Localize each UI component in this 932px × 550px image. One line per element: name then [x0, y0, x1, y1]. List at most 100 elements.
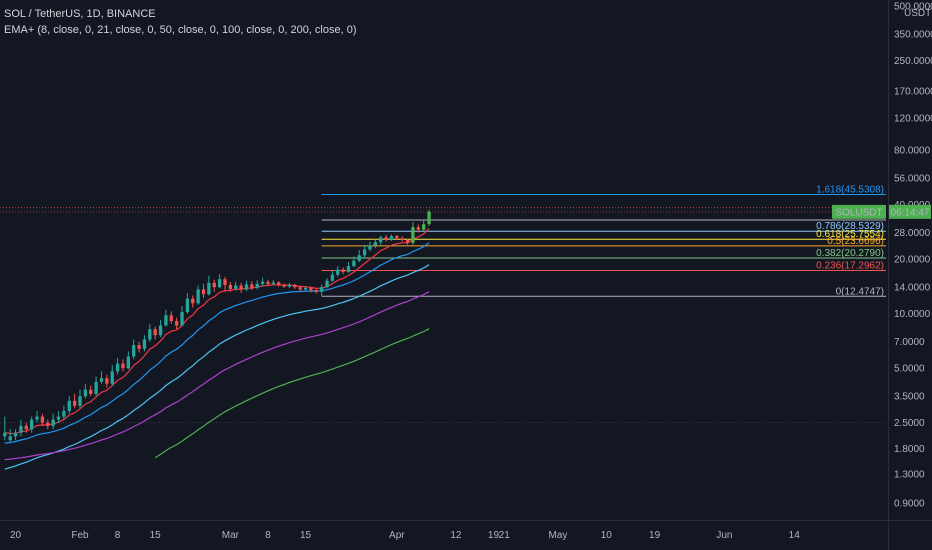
candle-body	[271, 282, 275, 284]
symbol-label: SOLUSDT	[835, 207, 882, 218]
fib-level-label: 0.618(25.7554)	[816, 229, 884, 240]
candle-body	[24, 425, 28, 430]
candle-body	[89, 389, 93, 394]
y-tick-label: 250.0000	[894, 56, 932, 67]
candle-body	[287, 284, 292, 287]
y-tick-label: 500.0000	[894, 2, 932, 13]
y-tick-label: 28.0000	[894, 228, 931, 239]
y-unit-label: USDT	[904, 8, 931, 19]
candle-body	[212, 282, 216, 288]
candle-body	[132, 345, 136, 357]
candle-body	[416, 227, 420, 230]
y-tick-label: 56.0000	[894, 174, 931, 185]
candle-body	[422, 224, 426, 230]
candle-body	[174, 321, 179, 326]
candle-body	[105, 378, 109, 384]
price-axis-tag	[889, 204, 931, 219]
ema200-line	[154, 328, 430, 459]
x-tick-label: 14	[789, 530, 801, 541]
ema21-line	[4, 242, 430, 444]
candle-body	[325, 280, 329, 288]
x-tick-label: Mar	[222, 530, 240, 541]
candle-body	[379, 237, 383, 243]
candle-body	[94, 381, 98, 394]
x-tick-label: 12	[450, 530, 462, 541]
candle-body	[314, 290, 318, 292]
x-tick-label: Feb	[71, 530, 89, 541]
candle-body	[207, 282, 211, 295]
candle-body	[180, 312, 184, 326]
candle-body	[217, 279, 222, 288]
candle-body	[400, 238, 404, 240]
candle-body	[223, 279, 227, 285]
candle-body	[336, 269, 340, 275]
y-tick-label: 170.0000	[894, 86, 932, 97]
price-axis-panel	[888, 0, 932, 550]
candle-body	[30, 419, 34, 430]
y-tick-label: 350.0000	[894, 30, 932, 41]
symbol-price-tag	[832, 204, 886, 219]
candle-body	[395, 236, 399, 239]
candle-body	[277, 282, 281, 285]
candle-body	[405, 239, 410, 243]
y-tick-label: 3.5000	[894, 392, 925, 403]
candle-body	[384, 237, 388, 240]
candle-body	[115, 363, 120, 372]
candle-body	[137, 345, 141, 349]
candle-body	[346, 266, 351, 272]
y-tick-label: 80.0000	[894, 146, 931, 157]
fib-level-label: 0.5(23.6696)	[827, 236, 884, 247]
candle-body	[164, 315, 168, 326]
fib-level-label: 0.382(20.2790)	[816, 248, 884, 259]
candle-body	[99, 378, 104, 382]
fib-level-label: 0(12.4747)	[836, 286, 884, 297]
candle-body	[67, 400, 71, 411]
candle-body	[158, 325, 163, 336]
y-tick-label: 120.0000	[894, 114, 932, 125]
candle-body	[153, 329, 157, 336]
candle-body	[260, 281, 265, 284]
candle-body	[19, 425, 23, 433]
candle-body	[121, 363, 125, 369]
x-tick-label: 20	[10, 530, 22, 541]
ema8-line	[4, 227, 430, 435]
candle-body	[293, 284, 297, 288]
x-tick-label: 19	[488, 530, 500, 541]
candle-body	[148, 329, 152, 340]
candle-body	[142, 339, 147, 349]
candle-body	[357, 255, 361, 261]
fib-level-label: 0.236(17.2962)	[816, 261, 884, 272]
candle-body	[411, 227, 415, 243]
candle-body	[244, 284, 249, 290]
candle-body	[228, 284, 233, 289]
candle-body	[40, 416, 45, 423]
candle-body	[83, 389, 88, 397]
x-tick-label: May	[548, 530, 567, 541]
candle-body	[309, 287, 313, 291]
candle-body	[298, 287, 302, 290]
fib-level-label: 1.618(45.5308)	[816, 184, 884, 195]
fib-level-label: 0.786(28.5329)	[816, 221, 884, 232]
x-tick-label: 15	[150, 530, 162, 541]
candle-body	[362, 249, 367, 256]
candle-body	[341, 269, 345, 272]
candle-body	[78, 396, 82, 406]
ema50-line	[4, 264, 430, 470]
candle-body	[373, 242, 378, 246]
y-tick-label: 10.0000	[894, 309, 931, 320]
y-tick-label: 1.3000	[894, 470, 925, 481]
y-tick-label: 0.9000	[894, 499, 925, 510]
candle-body	[169, 315, 173, 322]
x-tick-label: Jun	[716, 530, 732, 541]
candle-body	[62, 410, 66, 417]
x-tick-label: 19	[649, 530, 661, 541]
candle-body	[3, 432, 7, 437]
x-tick-label: 15	[300, 530, 312, 541]
candle-body	[282, 284, 286, 287]
candle-body	[56, 416, 61, 420]
candle-body	[368, 245, 372, 250]
candle-body	[427, 211, 431, 225]
x-tick-label: Apr	[389, 530, 405, 541]
candle-body	[330, 274, 335, 281]
